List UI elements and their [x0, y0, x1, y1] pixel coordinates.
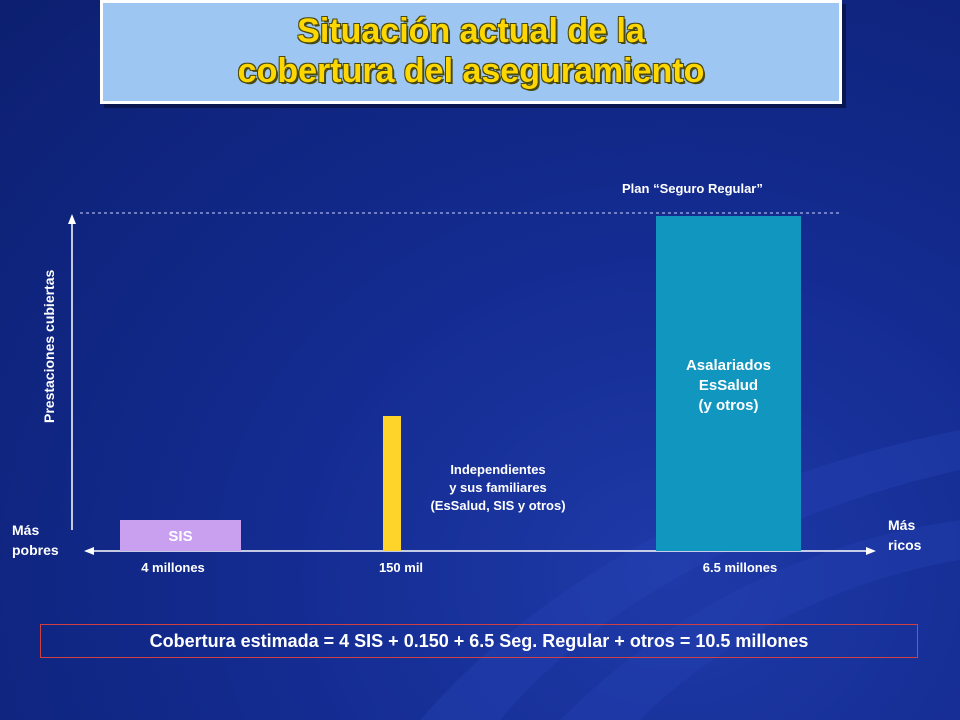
population-sis: 4 millones [141, 560, 205, 575]
coverage-formula: Cobertura estimada = 4 SIS + 0.150 + 6.5… [40, 624, 918, 658]
independientes-label: Independientes y sus familiares (EsSalud… [430, 462, 566, 513]
label-mas-ricos-line2: ricos [888, 537, 922, 553]
title-line-1: Situación actual de la [297, 12, 645, 50]
label-mas-ricos-line1: Más [888, 517, 916, 533]
population-asalariados: 6.5 millones [702, 560, 778, 575]
population-independientes: 150 mil [378, 560, 424, 575]
bar-independientes [383, 416, 401, 551]
label-mas-pobres-line1: Más [12, 522, 40, 538]
title-line-2: cobertura del aseguramiento [237, 52, 705, 90]
y-axis-label: Prestaciones cubiertas [41, 269, 57, 423]
bar-asalariados [656, 216, 801, 551]
label-mas-pobres-line2: pobres [12, 542, 59, 558]
plan-label: Plan “Seguro Regular” [622, 181, 763, 196]
label-mas-pobres: Más pobres [12, 520, 59, 560]
title-box: Situación actual de la cobertura del ase… [100, 0, 842, 104]
bar-sis-label: SIS [168, 528, 193, 545]
label-mas-ricos: Más ricos [888, 515, 921, 555]
bar-sis [120, 520, 241, 551]
asalariados-label: Asalariados EsSalud (y otros) [685, 357, 772, 414]
